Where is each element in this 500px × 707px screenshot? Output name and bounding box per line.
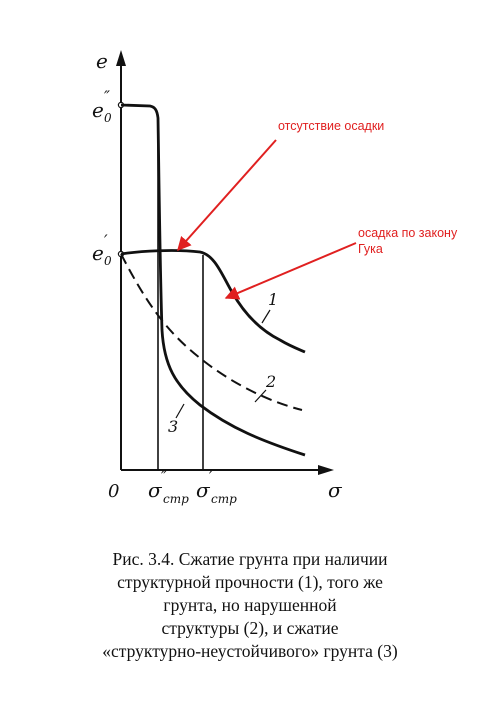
curve-2-leader [254, 389, 267, 403]
caption-line: грунта, но нарушенной [163, 595, 337, 615]
x-tick-sup: ′ [209, 467, 213, 486]
annotation-hooke-line-1: осадка по закону [358, 226, 458, 240]
y-tick-e0-prime: e ′ 0 [92, 231, 112, 268]
x-tick-base: σ [148, 478, 163, 502]
caption-line: Рис. 3.4. Сжатие грунта при наличии [112, 549, 388, 569]
x-tick-sup: ″ [161, 467, 167, 486]
y-axis-arrowhead [116, 50, 126, 66]
caption-line: «структурно-неустойчивого» грунта (3) [102, 641, 398, 661]
curve-3-leader [175, 403, 185, 419]
x-tick-sigma-str-prime: σ ′ стр [196, 467, 237, 506]
curve-1-label: 1 [268, 290, 278, 309]
annotation-hooke-arrow [224, 242, 357, 300]
annotation-no-settlement: отсутствие осадки [278, 119, 384, 133]
y-tick-base: e [92, 98, 104, 122]
y-tick-sup: ′ [104, 231, 108, 250]
y-tick-base: e [92, 241, 104, 265]
curve-2 [120, 253, 303, 411]
y-axis-label: e [96, 49, 108, 73]
x-tick-sub: стр [211, 492, 237, 506]
caption-line: структурной прочности (1), того же [117, 572, 383, 592]
annotation-no-settlement-arrow [177, 139, 277, 252]
x-tick-sub: стр [163, 492, 189, 506]
x-axis-label: σ [328, 478, 343, 502]
curve-3 [120, 103, 306, 457]
y-tick-sub: 0 [104, 111, 112, 125]
curve-3-label: 3 [168, 417, 178, 436]
x-tick-base: σ [196, 478, 211, 502]
x-axis-arrowhead [318, 465, 334, 475]
figure-caption: Рис. 3.4. Сжатие грунта при наличии стру… [40, 548, 460, 663]
curve-1-leader [261, 309, 271, 324]
caption-line: структуры (2), и сжатие [161, 618, 339, 638]
origin-label: 0 [108, 481, 119, 502]
y-tick-sup: ″ [104, 87, 110, 106]
y-tick-sub: 0 [104, 254, 112, 268]
x-tick-sigma-str-double-prime: σ ″ стр [148, 467, 189, 506]
annotation-hooke-line-2: Гука [358, 242, 383, 256]
curve-2-label: 2 [265, 372, 276, 391]
compression-diagram: e σ 0 e ″ 0 e ′ 0 σ ″ стр σ ′ стр 1 2 3 … [92, 49, 458, 506]
y-tick-e0-double-prime: e ″ 0 [92, 87, 112, 125]
